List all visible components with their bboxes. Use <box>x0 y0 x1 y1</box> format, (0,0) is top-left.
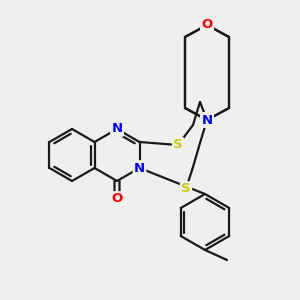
Text: O: O <box>201 19 213 32</box>
Text: O: O <box>111 193 123 206</box>
Text: N: N <box>111 122 123 136</box>
Text: N: N <box>134 161 145 175</box>
Text: N: N <box>201 113 213 127</box>
Text: S: S <box>173 139 183 152</box>
Text: O: O <box>201 19 213 32</box>
Text: S: S <box>181 182 191 196</box>
Text: N: N <box>201 113 213 127</box>
